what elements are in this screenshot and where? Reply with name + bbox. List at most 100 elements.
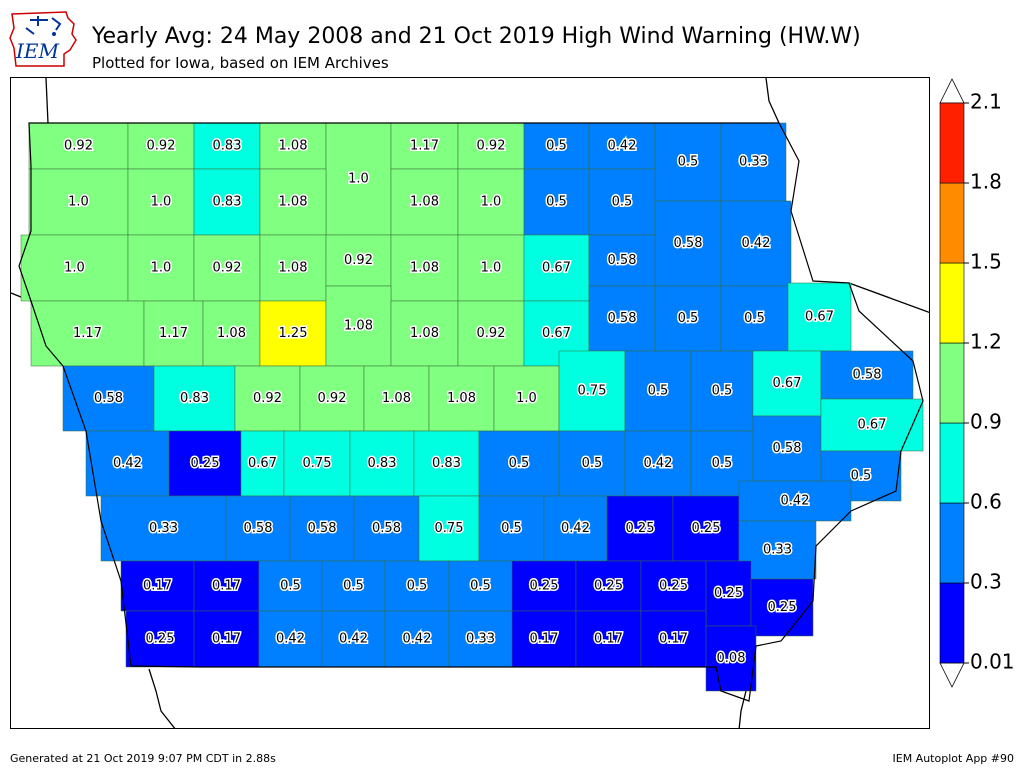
county-cell: [523, 234, 590, 302]
county-cell: [100, 495, 227, 562]
county-value-label: 0.75: [303, 456, 332, 471]
legend-svg: 0.01 0.3 0.6 0.9 1.2 1.5 1.8 2.1: [939, 78, 1015, 688]
county-value-label: 1.0: [481, 261, 502, 276]
county-cell: [558, 350, 626, 432]
county-value-label: 0.33: [763, 543, 792, 558]
county-cell: [390, 168, 459, 236]
legend-over-triangle: [939, 78, 965, 104]
county-cell: [418, 495, 480, 562]
county-cell: [153, 365, 236, 432]
county-cell: [240, 430, 285, 497]
county-cell: [588, 234, 656, 287]
county-value-label: 0.58: [608, 311, 637, 326]
county-cell: [289, 495, 355, 562]
legend-tick-label: 2.1: [970, 90, 1002, 114]
county-value-label: 0.42: [742, 236, 771, 251]
county-value-label: 0.42: [644, 456, 673, 471]
county-value-label: 0.67: [805, 310, 834, 325]
legend-tick-label: 1.8: [970, 170, 1002, 194]
legend-under-triangle: [939, 662, 965, 688]
county-value-label: 0.83: [180, 391, 209, 406]
county-cell: [787, 282, 852, 352]
county-value-label: 1.17: [410, 139, 439, 154]
county-value-label: 0.5: [678, 155, 699, 170]
county-value-label: 0.5: [612, 195, 633, 210]
county-value-label: 0.58: [674, 236, 703, 251]
county-value-label: 1.0: [151, 195, 172, 210]
county-value-label: 0.83: [213, 139, 242, 154]
county-value-label: 0.25: [692, 521, 721, 536]
county-value-label: 0.17: [212, 579, 241, 594]
county-value-label: 0.5: [712, 456, 733, 471]
map-subtitle: Plotted for Iowa, based on IEM Archives: [92, 54, 389, 72]
county-cell: [558, 430, 626, 497]
county-cell: [85, 430, 170, 497]
county-value-label: 0.42: [608, 139, 637, 154]
county-value-label: 0.42: [561, 521, 590, 536]
county-cell: [325, 285, 392, 367]
county-value-label: 0.92: [477, 139, 506, 154]
county-cell: [259, 234, 327, 302]
county-value-label: 0.92: [64, 139, 93, 154]
county-value-label: 0.92: [253, 391, 282, 406]
county-value-label: 1.08: [279, 139, 308, 154]
county-cell: [127, 234, 195, 302]
county-value-label: 0.58: [94, 391, 123, 406]
county-cell: [299, 365, 365, 432]
county-value-label: 0.08: [717, 651, 746, 666]
county-cell: [478, 430, 560, 497]
county-cell: [523, 122, 590, 170]
county-cell: [640, 560, 707, 612]
county-cell: [234, 365, 301, 432]
county-value-label: 0.17: [659, 632, 688, 647]
county-cell: [127, 168, 195, 236]
county-value-label: 0.42: [113, 456, 142, 471]
svg-text:IEM: IEM: [15, 39, 60, 63]
county-value-label: 0.5: [582, 456, 603, 471]
county-cell: [654, 285, 722, 352]
legend-colorbar: 0.01 0.3 0.6 0.9 1.2 1.5 1.8 2.1: [936, 78, 1024, 692]
county-value-label: 0.75: [435, 521, 464, 536]
county-cell: [168, 430, 242, 497]
county-value-label: 0.92: [477, 326, 506, 341]
county-cell: [575, 560, 642, 612]
county-cell: [624, 350, 692, 432]
county-value-label: 0.5: [712, 384, 733, 399]
county-value-label: 0.25: [714, 586, 743, 601]
county-cell: [353, 495, 420, 562]
county-cell: [750, 578, 814, 637]
county-cell: [259, 122, 327, 170]
county-value-label: 1.08: [410, 326, 439, 341]
legend-tick-label: 0.3: [970, 570, 1002, 594]
county-cell: [705, 625, 757, 692]
county-cell: [30, 300, 145, 367]
county-value-label: 0.5: [509, 456, 530, 471]
county-value-label: 0.42: [339, 632, 368, 647]
county-cell: [448, 560, 513, 612]
county-cell: [120, 560, 195, 612]
legend-swatch: [939, 182, 965, 264]
county-value-label: 0.25: [768, 600, 797, 615]
county-value-label: 0.42: [781, 494, 810, 509]
county-value-label: 1.0: [64, 261, 85, 276]
county-value-label: 0.17: [212, 632, 241, 647]
county-value-label: 0.25: [146, 632, 175, 647]
legend-tick-label: 1.5: [970, 250, 1002, 274]
county-value-label: 1.0: [348, 172, 369, 187]
county-cell: [28, 168, 129, 236]
county-cell: [752, 350, 822, 417]
iem-logo: IEM: [8, 8, 78, 68]
county-value-label: 0.5: [678, 311, 699, 326]
county-value-label: 0.67: [858, 418, 887, 433]
county-value-label: 0.67: [773, 376, 802, 391]
county-cell: [457, 234, 525, 302]
county-value-label: 0.58: [853, 368, 882, 383]
county-cell: [20, 234, 129, 302]
legend-tick-label: 1.2: [970, 330, 1002, 354]
county-cell: [511, 560, 577, 612]
county-value-label: 0.42: [276, 632, 305, 647]
county-cell: [720, 200, 792, 287]
county-value-label: 0.67: [542, 326, 571, 341]
county-value-label: 0.92: [318, 391, 347, 406]
county-cell: [588, 285, 656, 352]
